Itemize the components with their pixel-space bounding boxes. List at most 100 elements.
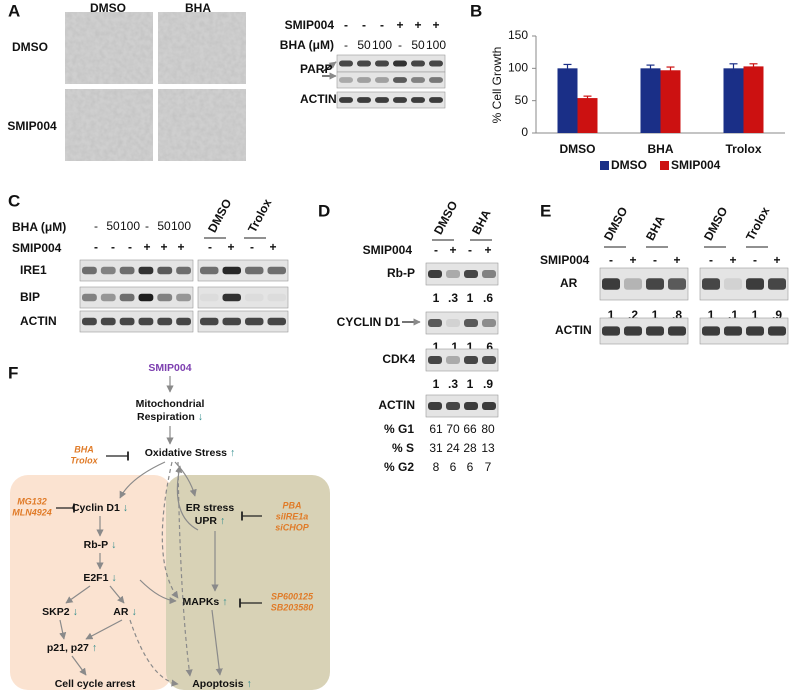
band xyxy=(357,60,371,67)
micrograph-texture xyxy=(65,12,153,84)
quantification: .3 xyxy=(448,291,458,305)
bar xyxy=(577,98,598,133)
treatment-sign: - xyxy=(250,240,254,254)
error-bar xyxy=(729,63,738,73)
band xyxy=(267,266,286,275)
band xyxy=(222,266,241,275)
node-label: Oxidative Stress xyxy=(145,447,227,459)
band xyxy=(428,270,442,278)
band xyxy=(428,356,442,364)
arrow xyxy=(129,619,179,687)
pathway-node: MAPKs ↑ xyxy=(182,596,227,608)
band xyxy=(393,97,407,103)
column-header: DMSO xyxy=(601,205,630,243)
treatment-sign: - xyxy=(128,240,132,254)
micrograph-texture xyxy=(158,89,246,161)
band xyxy=(411,77,425,83)
band xyxy=(668,326,686,336)
band xyxy=(446,270,460,278)
node-trend: ↓ xyxy=(131,606,136,618)
node-trend: ↓ xyxy=(198,411,203,423)
band xyxy=(119,293,135,302)
parp-arrow xyxy=(321,61,337,73)
legend-label: SMIP004 xyxy=(671,158,721,172)
node-label: Cell cycle arrest xyxy=(55,678,136,690)
band-label: ACTIN xyxy=(300,92,337,106)
treatment-dose: 100 xyxy=(171,219,191,233)
band xyxy=(176,266,191,275)
inhibitor: BHA xyxy=(74,444,94,454)
band xyxy=(446,319,460,327)
row-label: SMIP004 xyxy=(363,243,413,257)
band xyxy=(82,317,97,326)
cell-cycle-value: 66 xyxy=(463,422,477,436)
arrow xyxy=(85,619,123,640)
cell-cycle-value: 61 xyxy=(429,422,443,436)
band xyxy=(746,278,764,290)
cell-cycle-value: 6 xyxy=(450,460,457,474)
band xyxy=(668,278,686,290)
band-label: AR xyxy=(560,276,578,290)
y-tick-label: 150 xyxy=(508,28,528,42)
quantification: 1 xyxy=(467,377,474,391)
band-label: BIP xyxy=(20,290,40,304)
column-header: BHA xyxy=(643,213,668,243)
blot xyxy=(197,310,289,333)
band xyxy=(119,317,135,326)
band-label: PARP xyxy=(300,62,332,76)
band xyxy=(157,293,173,302)
pathway-node: ER stress xyxy=(186,502,235,514)
panel-letter: E xyxy=(540,201,551,220)
node-label: Respiration xyxy=(137,411,195,423)
band xyxy=(602,326,620,336)
quantification: 1 xyxy=(752,308,759,322)
inhibitor: MLN4924 xyxy=(12,507,52,517)
error-bar xyxy=(583,95,592,101)
band xyxy=(100,266,116,275)
treatment-dose: 50 xyxy=(357,38,371,52)
pathway-node: SKP2 ↓ xyxy=(42,606,78,618)
band-label: ACTIN xyxy=(20,314,57,328)
band xyxy=(429,60,443,67)
band xyxy=(464,319,478,327)
quantification: 1 xyxy=(467,291,474,305)
band xyxy=(746,326,764,336)
treatment-sign: + xyxy=(177,240,184,254)
band xyxy=(646,326,664,336)
arrow xyxy=(65,585,91,604)
band xyxy=(482,402,496,410)
band xyxy=(624,326,642,336)
band xyxy=(702,326,720,336)
band xyxy=(339,97,353,103)
inhibitor: MG132 xyxy=(17,496,47,506)
treatment-dose: 100 xyxy=(120,219,140,233)
micrograph-texture xyxy=(65,89,153,161)
treatment-dose: - xyxy=(344,38,348,52)
treatment-sign: + xyxy=(143,240,150,254)
band xyxy=(82,293,97,302)
column-label: DMSO xyxy=(90,1,126,15)
quantification: .2 xyxy=(628,308,638,322)
band xyxy=(176,293,191,302)
inhibitor: Trolox xyxy=(70,455,98,465)
column-label: BHA xyxy=(185,1,211,15)
pathway-node: E2F1 ↓ xyxy=(83,572,116,584)
row-label: BHA (μM) xyxy=(280,38,334,52)
treatment-sign: - xyxy=(94,240,98,254)
treatment-dose: - xyxy=(94,219,98,233)
node-trend: ↑ xyxy=(92,642,97,654)
band-label: ACTIN xyxy=(378,398,415,412)
er-stress-box xyxy=(166,475,330,690)
band xyxy=(768,278,786,290)
blot xyxy=(425,311,499,335)
pathway-node: Cyclin D1 ↓ xyxy=(72,502,128,514)
error-bar xyxy=(666,66,675,74)
band xyxy=(157,317,173,326)
cell-cycle-value: 80 xyxy=(481,422,495,436)
legend-swatch xyxy=(660,161,669,170)
treatment-sign: - xyxy=(753,253,757,267)
treatment-sign: - xyxy=(434,243,438,257)
panel-letter: B xyxy=(470,1,482,20)
treatment-sign: + xyxy=(432,18,439,32)
